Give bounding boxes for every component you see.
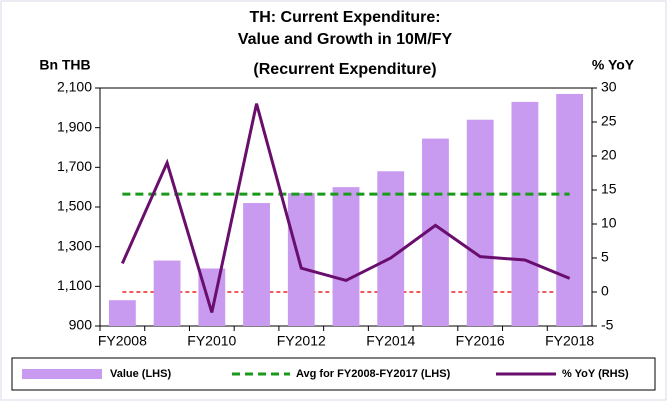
x-tick-label: FY2012 <box>277 333 326 349</box>
y-tick-label: 1,700 <box>57 158 92 174</box>
bar <box>377 171 405 326</box>
y-axis-label: Bn THB <box>39 57 90 73</box>
legend-label: % YoY (RHS) <box>562 368 629 380</box>
x-tick-label: FY2010 <box>187 333 236 349</box>
bar <box>556 93 584 326</box>
chart-title: (Recurrent Expenditure) <box>253 61 436 78</box>
legend-label: Avg for FY2008-FY2017 (LHS) <box>296 368 451 380</box>
legend-box <box>11 357 656 391</box>
bar <box>332 187 360 326</box>
x-tick-label: FY2014 <box>366 333 415 349</box>
y2-tick-label: -5 <box>601 317 614 333</box>
y2-tick-label: 0 <box>601 283 609 299</box>
y2-tick-label: 15 <box>601 181 617 197</box>
y2-tick-label: 30 <box>601 79 617 95</box>
x-tick-label: FY2016 <box>456 333 505 349</box>
y-tick-label: 2,100 <box>57 79 92 95</box>
y-tick-label: 1,500 <box>57 198 92 214</box>
bar <box>243 203 270 326</box>
bar <box>466 119 494 326</box>
x-tick-label: FY2008 <box>98 333 147 349</box>
y-tick-label: 1,100 <box>57 277 92 293</box>
bar <box>287 193 315 326</box>
legend-label: Value (LHS) <box>110 368 171 380</box>
y2-axis-label: % YoY <box>592 57 635 73</box>
yoy-line <box>120 103 571 313</box>
y2-tick-label: 5 <box>601 249 609 265</box>
bar <box>108 300 136 326</box>
bar <box>511 101 539 326</box>
chart-title: TH: Current Expenditure: <box>249 9 440 26</box>
legend-swatch <box>22 369 102 379</box>
y-tick-label: 1,300 <box>57 237 92 253</box>
y-tick-label: 900 <box>69 317 93 333</box>
y2-tick-label: 20 <box>601 147 617 163</box>
y2-tick-label: 25 <box>601 113 617 129</box>
y-tick-label: 1,900 <box>57 118 92 134</box>
y2-tick-label: 10 <box>601 215 617 231</box>
bar <box>153 260 181 326</box>
x-tick-label: FY2018 <box>545 333 594 349</box>
chart-title: Value and Growth in 10M/FY <box>238 31 453 48</box>
